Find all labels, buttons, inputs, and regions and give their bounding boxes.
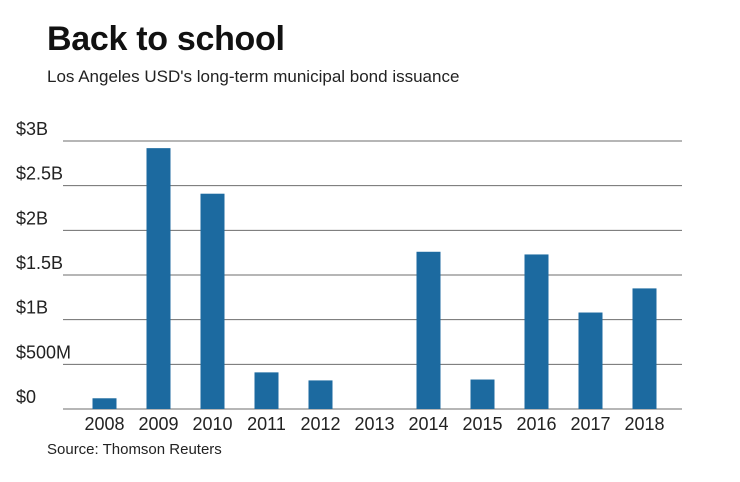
y-axis-ticks: $0 $500M $1B $1.5B $2B $2.5B $3B	[16, 119, 71, 407]
x-tick-label: 2018	[624, 414, 664, 434]
bar-2008	[92, 398, 117, 409]
y-tick-label: $2.5B	[16, 164, 63, 184]
y-tick-label: $1B	[16, 298, 48, 318]
x-tick-label: 2010	[192, 414, 232, 434]
x-tick-label: 2012	[300, 414, 340, 434]
x-tick-label: 2016	[516, 414, 556, 434]
x-tick-label: 2008	[84, 414, 124, 434]
x-tick-label: 2017	[570, 414, 610, 434]
bars	[92, 148, 657, 409]
bar-2012	[308, 380, 333, 409]
y-tick-label: $500M	[16, 342, 71, 362]
bar-2017	[578, 312, 603, 409]
x-axis-ticks: 2008 2009 2010 2011 2012 2013 2014 2015 2016 2017…	[84, 414, 664, 434]
x-tick-label: 2009	[138, 414, 178, 434]
chart-title: Back to school	[47, 20, 285, 58]
y-tick-label: $0	[16, 387, 36, 407]
x-tick-label: 2013	[354, 414, 394, 434]
bar-2018	[632, 288, 657, 409]
chart-subtitle: Los Angeles USD's long-term municipal bo…	[47, 67, 460, 86]
bar-2010	[200, 193, 225, 409]
bar-2016	[524, 254, 549, 409]
y-tick-label: $3B	[16, 119, 48, 139]
y-tick-label: $2B	[16, 208, 48, 228]
x-tick-label: 2014	[408, 414, 448, 434]
source-note: Source: Thomson Reuters	[47, 441, 222, 458]
x-tick-label: 2011	[247, 414, 286, 434]
x-tick-label: 2015	[462, 414, 502, 434]
y-tick-label: $1.5B	[16, 253, 63, 273]
bar-2015	[470, 379, 495, 409]
bar-2011	[254, 372, 279, 409]
bar-2009	[146, 148, 171, 409]
bar-2014	[416, 251, 441, 409]
